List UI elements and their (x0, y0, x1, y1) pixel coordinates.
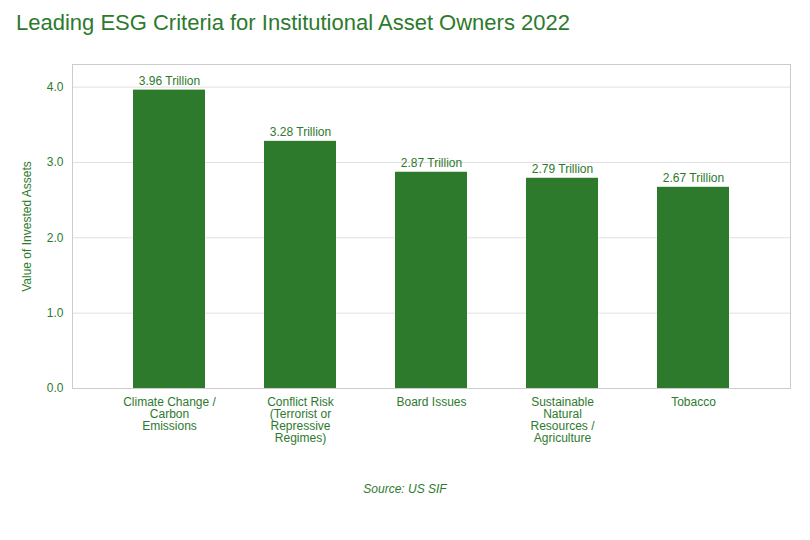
svg-text:Climate Change /CarbonEmission: Climate Change /CarbonEmissions (123, 395, 216, 433)
svg-text:3.0: 3.0 (47, 155, 64, 169)
svg-text:2.67 Trillion: 2.67 Trillion (663, 171, 724, 185)
svg-text:0.0: 0.0 (47, 381, 64, 395)
svg-text:Tobacco: Tobacco (671, 395, 716, 409)
html-text:Source: US SIF: Source: US SIF (363, 482, 447, 496)
svg-text:Conflict Risk(Terrorist orRepr: Conflict Risk(Terrorist orRepressiveRegi… (267, 395, 335, 445)
svg-text:Value of Invested Assets: Value of Invested Assets (20, 161, 34, 292)
html-text:Leading ESG Criteria for Insti: Leading ESG Criteria for Institutional A… (16, 10, 570, 35)
svg-text:4.0: 4.0 (47, 80, 64, 94)
svg-text:2.87 Trillion: 2.87 Trillion (401, 156, 462, 170)
svg-text:2.0: 2.0 (47, 231, 64, 245)
svg-text:Board Issues: Board Issues (396, 395, 466, 409)
svg-text:SustainableNaturalResources /A: SustainableNaturalResources /Agriculture (530, 395, 595, 445)
svg-text:2.79 Trillion: 2.79 Trillion (532, 162, 593, 176)
svg-text:3.28 Trillion: 3.28 Trillion (270, 125, 331, 139)
svg-text:3.96 Trillion: 3.96 Trillion (139, 74, 200, 88)
svg-text:1.0: 1.0 (47, 306, 64, 320)
